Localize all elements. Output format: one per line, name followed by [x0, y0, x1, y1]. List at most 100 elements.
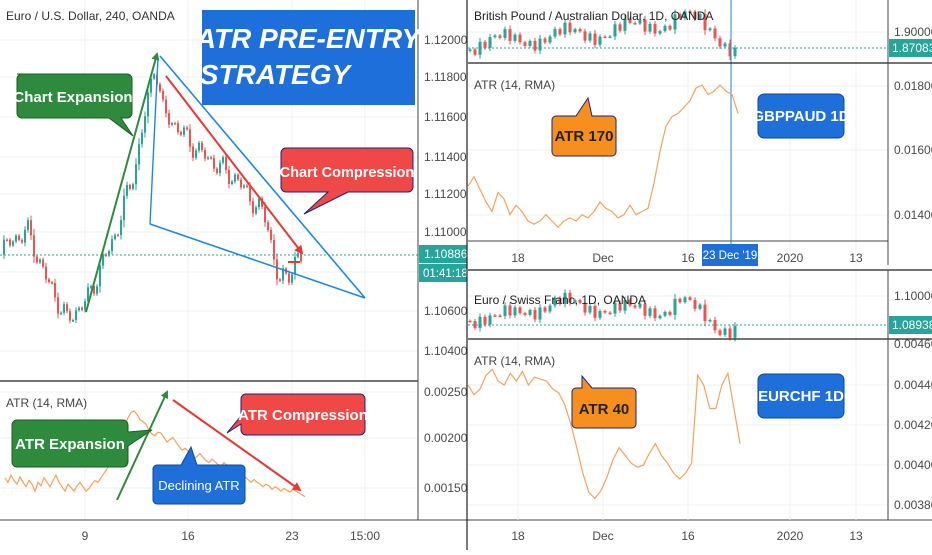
candle-body [177, 123, 179, 132]
candle-body [618, 24, 622, 31]
candle-body [120, 220, 122, 235]
candle-body [213, 157, 215, 169]
candle-body [683, 11, 687, 19]
declining-atr-callout [152, 445, 246, 505]
candle-body [623, 299, 627, 311]
candle-body [568, 22, 572, 33]
candle-body [588, 33, 592, 41]
gbpaud-title: British Pound / Australian Dollar, 1D, O… [474, 9, 713, 23]
candle-body [623, 18, 627, 31]
candle-body [72, 320, 74, 322]
candle-body [578, 29, 582, 32]
candle-body [12, 241, 14, 246]
candle-body [255, 207, 257, 214]
candle-body [648, 308, 652, 316]
candle-body [240, 179, 242, 188]
candle-body [518, 34, 522, 43]
eurusd-price-tick: 1.11400 [424, 150, 467, 164]
candle-body [162, 91, 164, 100]
candle-body [703, 14, 707, 31]
gbpaud-date-badge [702, 244, 758, 266]
candle-body [628, 299, 632, 306]
chart-expansion-label: Chart Expansion [13, 89, 132, 106]
candle-body [618, 302, 622, 311]
candle-body [102, 254, 104, 266]
candle-body [189, 129, 191, 147]
candle-body [498, 35, 502, 38]
candle-body [708, 319, 712, 322]
candle-body [558, 28, 562, 35]
candle-body [733, 47, 737, 57]
eurchf-atr-line [467, 368, 741, 500]
candle-body [713, 319, 717, 331]
candle-body [75, 310, 77, 321]
candle-body [673, 298, 677, 315]
left-panel: Euro / U.S. Dollar, 240, OANDA ATR (14, … [0, 0, 932, 543]
eurchf-time-tick: 18 [511, 529, 525, 543]
candle-body [613, 24, 617, 37]
candle-body [693, 11, 697, 19]
candle-body [144, 116, 146, 133]
candle-body [111, 239, 113, 252]
candle-body [204, 150, 206, 159]
candle-body [538, 307, 542, 320]
candle-body [723, 328, 727, 335]
candle-body [688, 11, 692, 13]
gbpaud-atr-tick: 0.01400 [894, 208, 932, 222]
candle-body [165, 99, 167, 114]
candle-body [21, 239, 23, 243]
candle-body [237, 174, 239, 180]
chart-expansion-callout [16, 73, 134, 137]
candle-body [578, 300, 582, 303]
candle-body [563, 292, 567, 304]
eurchf-atr-tick: 0.00380 [894, 498, 932, 512]
right-top-panel: British Pound / Australian Dollar, 1D, O… [467, 0, 932, 266]
candle-body [267, 222, 269, 230]
candle-body [294, 256, 296, 275]
candle-body [658, 31, 662, 34]
candle-body [249, 186, 251, 202]
candle-body [728, 328, 732, 338]
candle-body [468, 49, 472, 51]
candle-body [533, 40, 537, 51]
candle-body [508, 29, 512, 41]
candle-body [153, 74, 155, 79]
gbpaud-time-tick: 18 [511, 251, 525, 265]
candle-body [703, 304, 707, 322]
candle-body [195, 150, 197, 158]
candle-body [633, 305, 637, 308]
left-time-tick: 15:00 [350, 529, 380, 543]
chart-expansion-arrow [85, 52, 160, 313]
candle-body [225, 156, 227, 170]
candle-body [603, 36, 607, 39]
candle-body [473, 321, 477, 329]
eurusd-price-tick: 1.10400 [424, 344, 468, 358]
candle-body [548, 36, 552, 43]
eurusd-atr-tick: 0.00150 [424, 481, 468, 495]
atr-compression-arrow [172, 399, 302, 492]
candle-body [488, 315, 492, 325]
candle-body [30, 220, 32, 236]
candle-body [288, 273, 290, 283]
right-bottom-panel: Euro / Swiss Franc, 1D, OANDA ATR (14, R… [467, 269, 932, 543]
candle-body [126, 184, 128, 196]
eurusd-atr-title: ATR (14, RMA) [6, 396, 87, 410]
candle-body [300, 253, 302, 262]
candle-body [222, 156, 224, 163]
candle-body [628, 18, 632, 23]
atr-40-callout [571, 374, 637, 429]
atr-compression-callout [226, 393, 366, 436]
eurchf-last-price-badge [889, 316, 932, 334]
candle-body [51, 282, 53, 284]
candle-body [150, 78, 152, 93]
gbpaud-last-price: 1.87083 [892, 41, 932, 55]
eurchf-title: Euro / Swiss Franc, 1D, OANDA [474, 293, 646, 307]
candle-body [87, 287, 89, 302]
eurchf-time-tick: 13 [849, 529, 863, 543]
left-time-tick: 23 [285, 529, 299, 543]
